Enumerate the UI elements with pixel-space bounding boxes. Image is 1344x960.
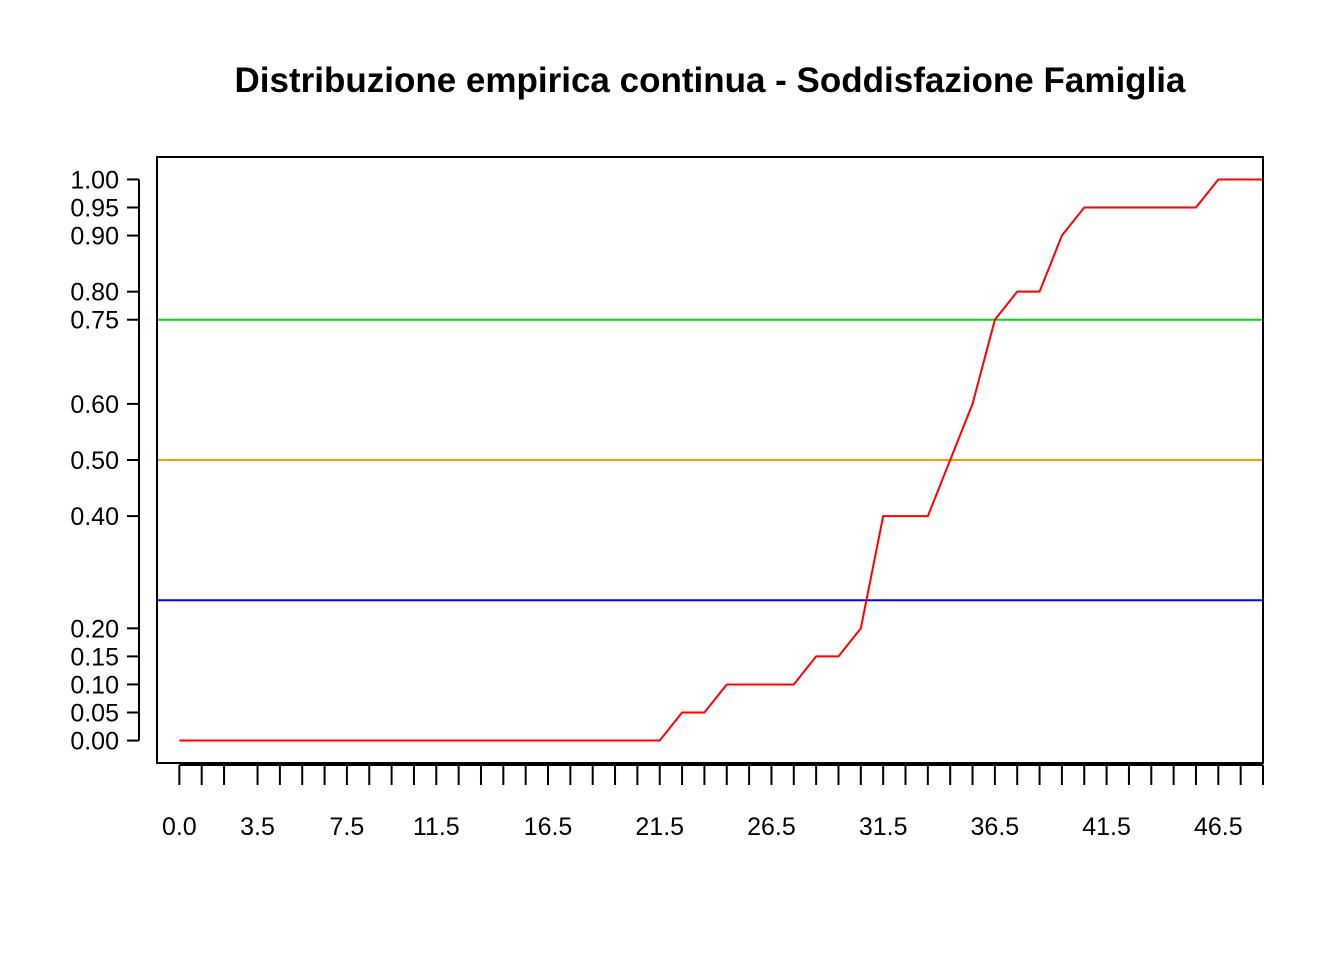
y-tick-label: 0.80 bbox=[70, 279, 119, 307]
y-tick-label: 0.20 bbox=[70, 615, 119, 643]
x-tick-label: 31.5 bbox=[859, 813, 908, 841]
y-tick-label: 0.90 bbox=[70, 223, 119, 251]
x-tick-label: 36.5 bbox=[971, 813, 1020, 841]
x-tick-label: 11.5 bbox=[413, 813, 460, 841]
y-tick-label: 1.00 bbox=[70, 166, 119, 194]
x-tick-label: 7.5 bbox=[330, 813, 365, 841]
y-tick-label: 0.10 bbox=[70, 671, 119, 699]
x-tick-label: 46.5 bbox=[1194, 813, 1243, 841]
y-tick-label: 0.50 bbox=[70, 447, 119, 475]
y-axis: 0.000.050.100.150.20 0.40 0.50 0.60 0.750.80… bbox=[70, 166, 140, 756]
y-tick-label: 0.00 bbox=[70, 728, 119, 756]
plot-frame bbox=[156, 156, 1264, 764]
y-tick-label: 0.75 bbox=[70, 307, 119, 335]
x-axis: 0.0 3.5 7.5 11.5 16.5 21.5 26.5 31.5 36.5 41.5 46.… bbox=[162, 764, 1264, 841]
y-tick-label: 0.15 bbox=[70, 643, 119, 671]
y-tick-label: 0.05 bbox=[70, 700, 119, 728]
reference-lines bbox=[157, 318, 1263, 602]
x-tick-label: 41.5 bbox=[1082, 813, 1131, 841]
x-tick-label: 21.5 bbox=[635, 813, 684, 841]
x-tick-label: 16.5 bbox=[524, 813, 573, 841]
series-layer bbox=[179, 178, 1263, 742]
y-tick-label: 0.95 bbox=[70, 195, 119, 223]
x-tick-label: 0.0 bbox=[162, 813, 197, 841]
y-tick-label: 0.60 bbox=[70, 391, 119, 419]
x-tick-label: 26.5 bbox=[747, 813, 796, 841]
y-tick-label: 0.40 bbox=[70, 503, 119, 531]
ecdf-line-0 bbox=[179, 178, 1263, 742]
x-tick-label: 3.5 bbox=[240, 813, 275, 841]
chart-title: Distribuzione empirica continua - Soddis… bbox=[235, 61, 1186, 100]
